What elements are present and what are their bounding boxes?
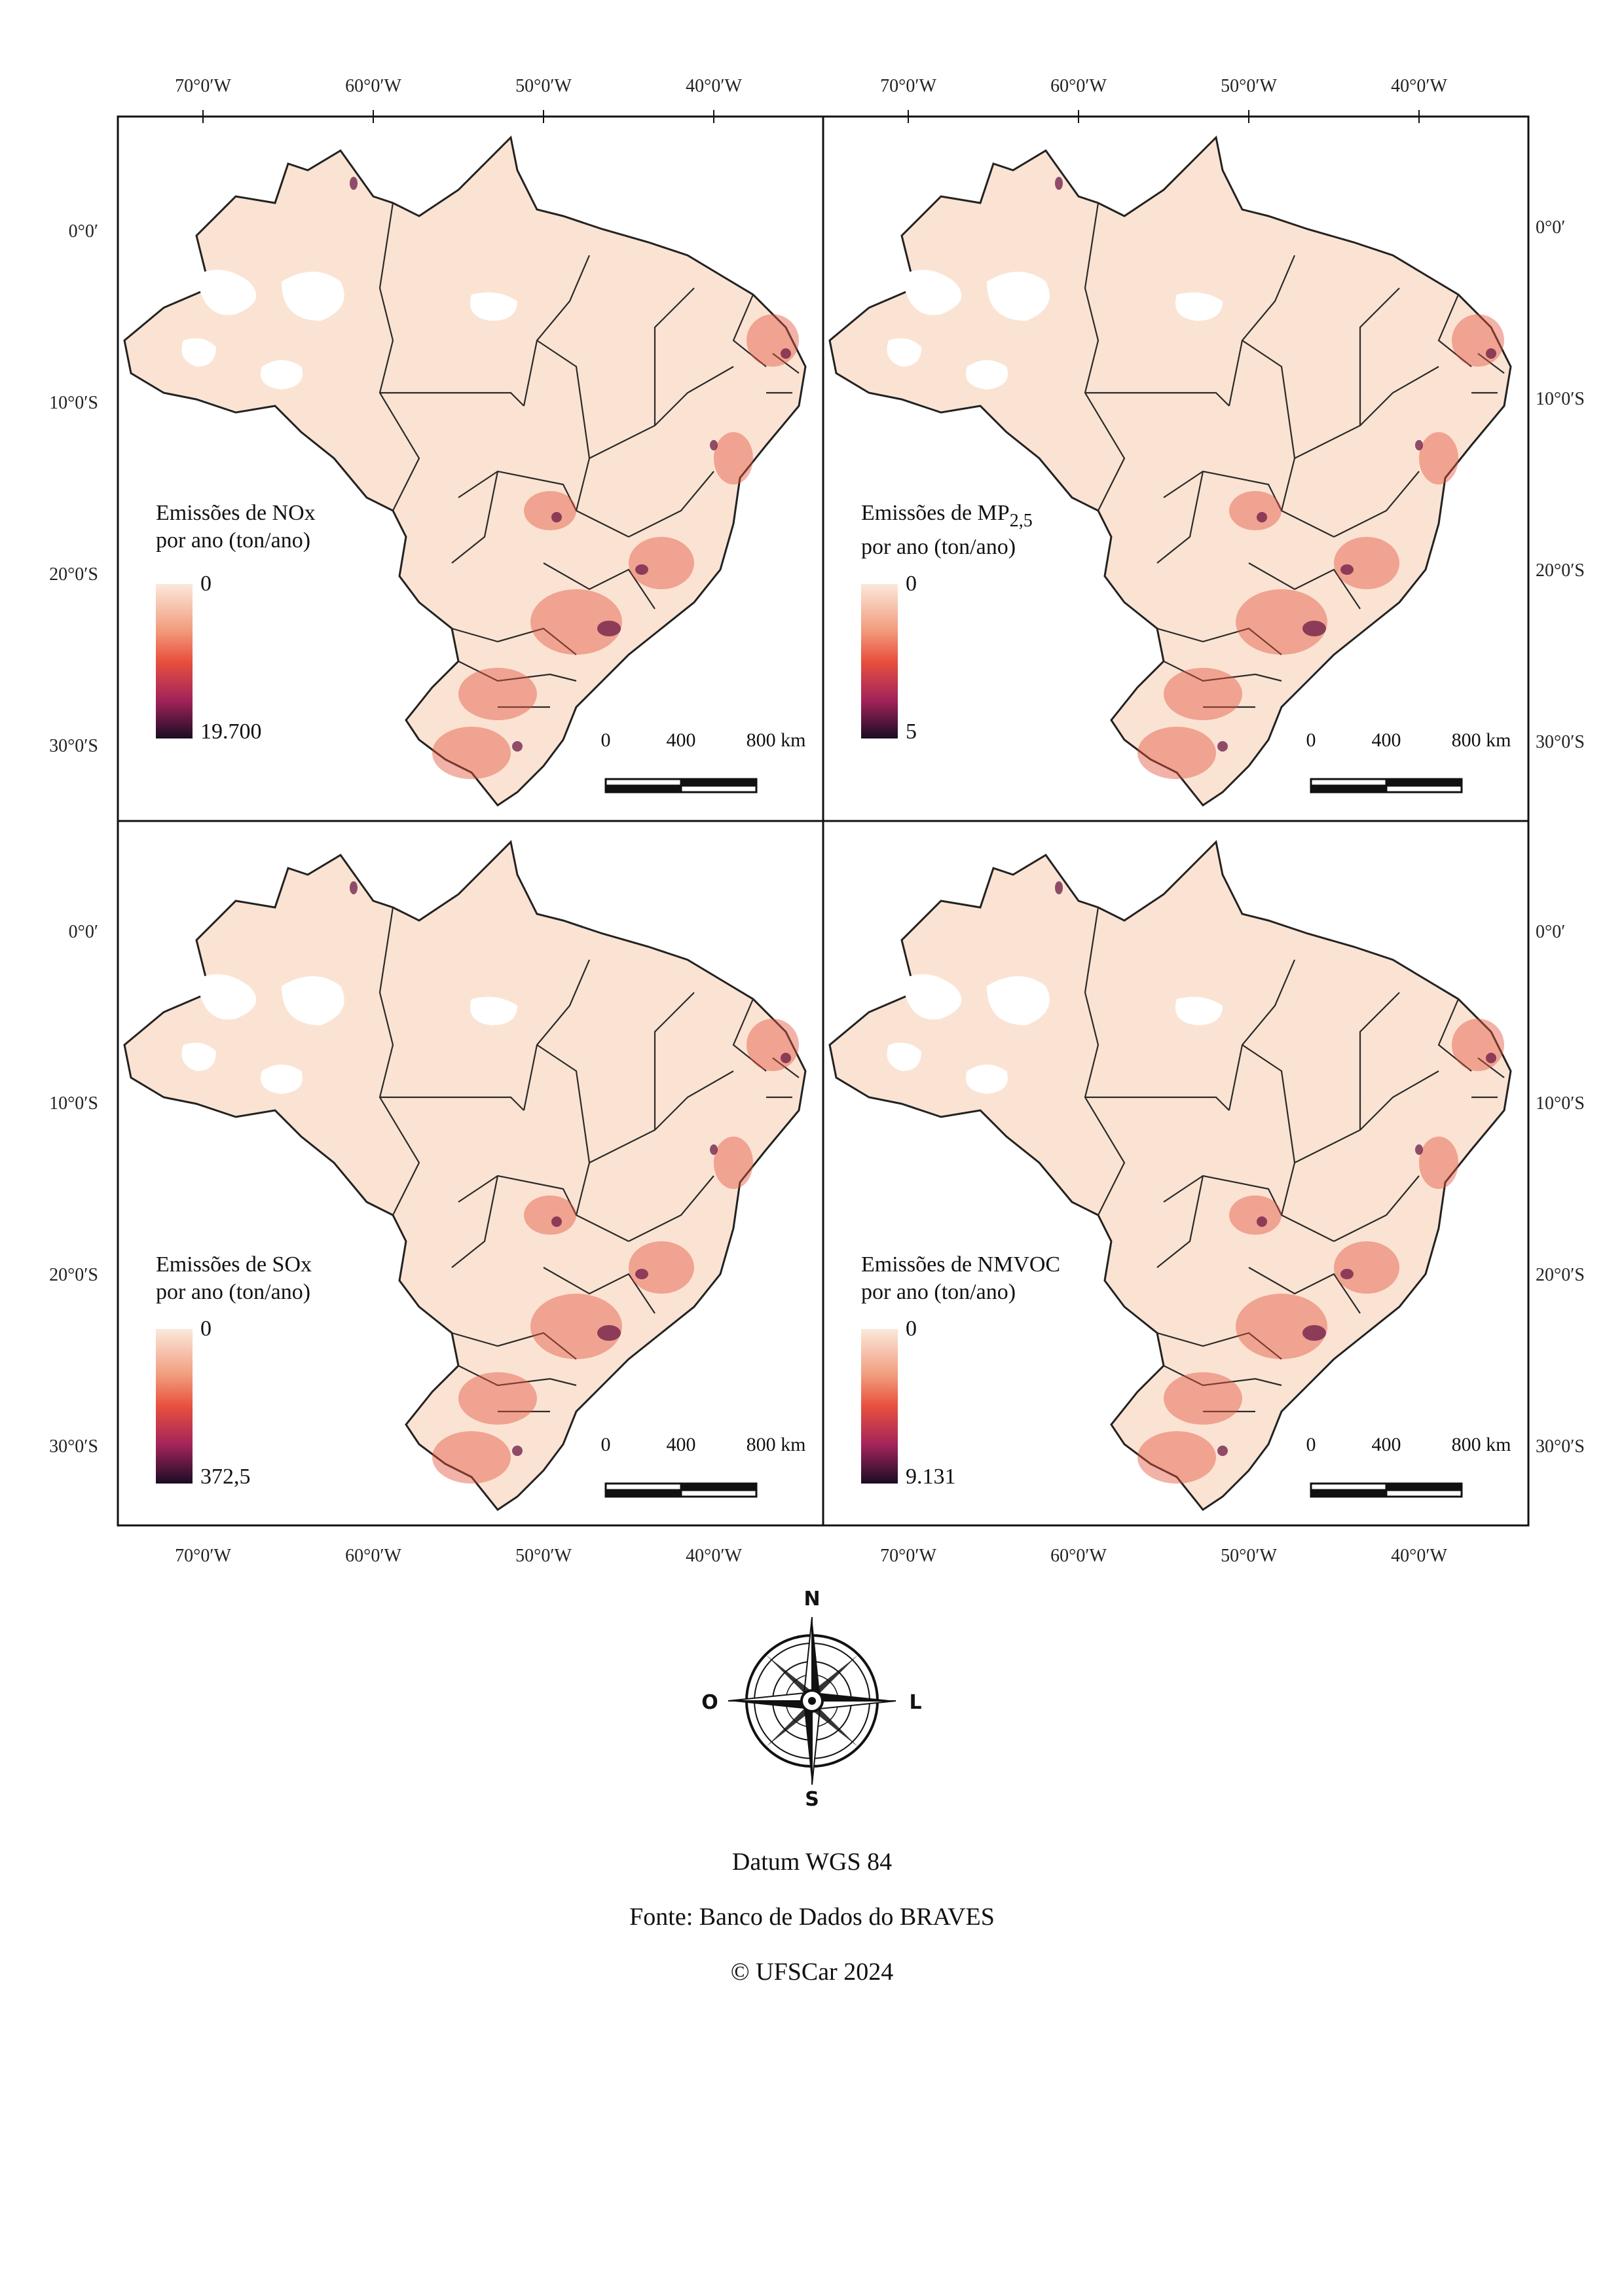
- scale-label: 800 km: [747, 729, 806, 751]
- lat-label: 30°0′S: [49, 1436, 98, 1457]
- legend-nox: Emissões de NOx por ano (ton/ano) 0 19.7…: [156, 501, 316, 744]
- legend-title: Emissões de NMVOC: [861, 1252, 1060, 1277]
- legend-max: 372,5: [200, 1465, 251, 1489]
- legend-min: 0: [200, 1317, 212, 1341]
- lon-label: 60°0′W: [1050, 76, 1107, 96]
- color-ramp: [861, 1329, 898, 1484]
- scale-bar: 0 400 800 km: [1306, 729, 1511, 793]
- top-lon-axis: 70°0′W 60°0′W 50°0′W 40°0′W 70°0′W 60°0′…: [175, 76, 1447, 123]
- lat-label: 30°0′S: [1536, 1436, 1585, 1457]
- lon-label: 50°0′W: [1221, 76, 1277, 96]
- lat-label: 20°0′S: [1536, 1265, 1585, 1285]
- compass-north: N: [803, 1588, 820, 1611]
- legend-sox: Emissões de SOx por ano (ton/ano) 0 372,…: [156, 1252, 312, 1489]
- lon-label: 60°0′W: [345, 76, 401, 96]
- lat-label: 10°0′S: [49, 1093, 98, 1114]
- lon-label: 50°0′W: [515, 1546, 572, 1566]
- lon-label: 60°0′W: [1050, 1546, 1107, 1566]
- scale-label: 400: [1372, 1434, 1401, 1455]
- scale-label: 0: [1306, 729, 1316, 751]
- compass-east: L: [909, 1691, 921, 1714]
- lon-label: 40°0′W: [686, 76, 742, 96]
- copyright-text: © UFSCar 2024: [730, 1958, 894, 1986]
- lon-label: 70°0′W: [175, 1546, 231, 1566]
- color-ramp: [156, 1329, 193, 1484]
- scale-label: 400: [1372, 729, 1401, 751]
- legend-subtitle: por ano (ton/ano): [861, 1280, 1016, 1304]
- lat-label: 30°0′S: [49, 736, 98, 756]
- map-frame: [822, 820, 1530, 1527]
- source-text: Fonte: Banco de Dados do BRAVES: [629, 1903, 995, 1931]
- scale-label: 400: [667, 729, 696, 751]
- scale-bar: 0 400 800 km: [601, 1434, 806, 1498]
- lat-label: 0°0′: [1536, 217, 1565, 238]
- left-lat-axis: 0°0′ 10°0′S 20°0′S 30°0′S 0°0′ 10°0′S 20…: [49, 221, 98, 1457]
- scale-label: 800 km: [747, 1434, 806, 1455]
- lon-label: 70°0′W: [175, 76, 231, 96]
- lat-label: 20°0′S: [49, 564, 98, 585]
- right-lat-axis: 0°0′ 10°0′S 20°0′S 30°0′S 0°0′ 10°0′S 20…: [1536, 217, 1585, 1457]
- lat-label: 10°0′S: [49, 393, 98, 413]
- lon-label: 60°0′W: [345, 1546, 401, 1566]
- lon-label: 50°0′W: [1221, 1546, 1277, 1566]
- lat-label: 10°0′S: [1536, 389, 1585, 409]
- nmvoc-map: [828, 841, 1512, 1511]
- datum-text: Datum WGS 84: [731, 1848, 893, 1876]
- lat-label: 30°0′S: [1536, 732, 1585, 752]
- color-ramp: [156, 584, 193, 738]
- compass-rose-icon: N S O L: [701, 1588, 921, 1807]
- legend-title: Emissões de SOx: [156, 1252, 312, 1277]
- sox-map: [123, 841, 807, 1511]
- lon-label: 40°0′W: [686, 1546, 742, 1566]
- compass-south: S: [805, 1788, 819, 1807]
- lon-label: 70°0′W: [880, 76, 936, 96]
- legend-subtitle: por ano (ton/ano): [861, 535, 1016, 559]
- legend-subtitle: por ano (ton/ano): [156, 528, 310, 553]
- bottom-lon-axis: 70°0′W 60°0′W 50°0′W 40°0′W 70°0′W 60°0′…: [175, 1546, 1447, 1566]
- lat-label: 20°0′S: [49, 1265, 98, 1285]
- compass-west: O: [701, 1691, 718, 1714]
- scale-label: 0: [601, 1434, 611, 1455]
- scale-label: 800 km: [1452, 729, 1511, 751]
- legend-max: 5: [906, 720, 917, 744]
- color-ramp: [861, 584, 898, 738]
- legend-max: 9.131: [906, 1465, 956, 1489]
- scale-bar: 0 400 800 km: [1306, 1434, 1511, 1498]
- scale-label: 400: [667, 1434, 696, 1455]
- legend-nmvoc: Emissões de NMVOC por ano (ton/ano) 0 9.…: [861, 1252, 1060, 1489]
- lat-label: 0°0′: [69, 922, 98, 942]
- legend-min: 0: [200, 572, 212, 596]
- lat-label: 0°0′: [1536, 922, 1565, 942]
- lon-label: 70°0′W: [880, 1546, 936, 1566]
- scale-label: 0: [601, 729, 611, 751]
- scale-label: 800 km: [1452, 1434, 1511, 1455]
- legend-subtitle: por ano (ton/ano): [156, 1280, 310, 1304]
- lon-label: 40°0′W: [1391, 76, 1447, 96]
- scale-label: 0: [1306, 1434, 1316, 1455]
- mp25-map: [828, 136, 1512, 807]
- legend-max: 19.700: [200, 720, 262, 744]
- legend-min: 0: [906, 572, 917, 596]
- legend-min: 0: [906, 1317, 917, 1341]
- lat-label: 10°0′S: [1536, 1093, 1585, 1114]
- legend-mp25: Emissões de MP2,5 por ano (ton/ano) 0 5: [861, 501, 1033, 744]
- legend-title: Emissões de MP2,5: [861, 501, 1033, 531]
- lat-label: 20°0′S: [1536, 560, 1585, 581]
- lon-label: 40°0′W: [1391, 1546, 1447, 1566]
- lon-label: 50°0′W: [515, 76, 572, 96]
- scale-bar: 0 400 800 km: [601, 729, 806, 793]
- lat-label: 0°0′: [69, 221, 98, 242]
- nox-map: [123, 136, 807, 807]
- legend-title: Emissões de NOx: [156, 501, 316, 525]
